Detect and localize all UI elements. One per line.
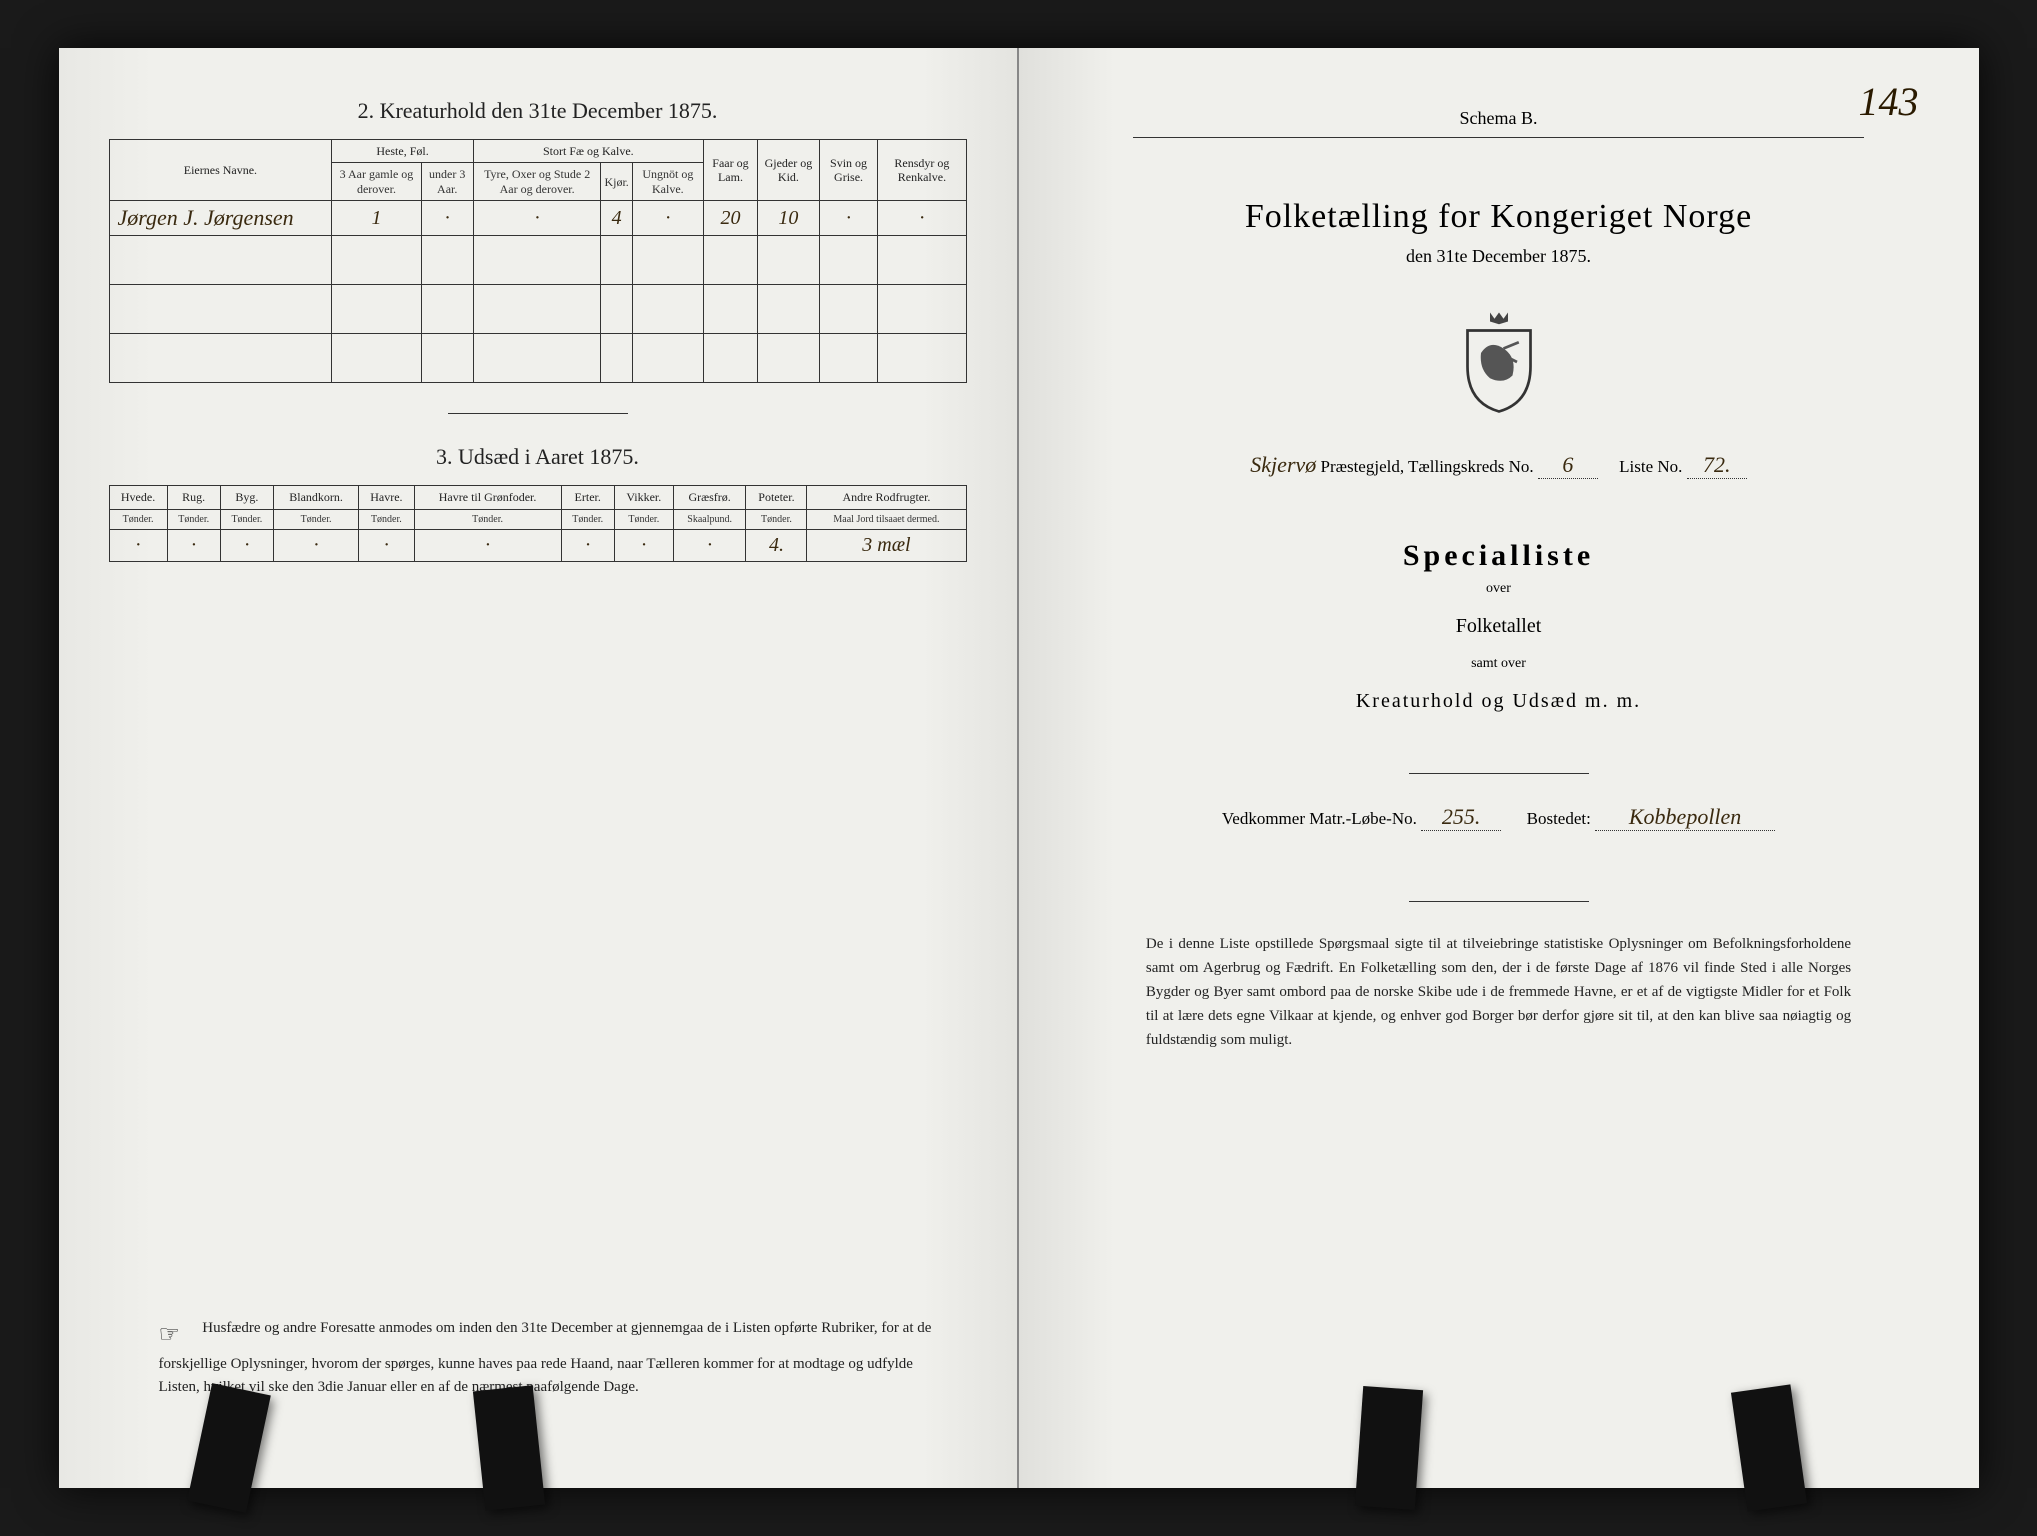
bottom-paragraph: De i denne Liste opstillede Spørgsmaal s… [1146, 932, 1851, 1052]
liste-label: Liste No. [1619, 457, 1682, 476]
cell: 4 [601, 201, 632, 236]
col-goat: Gjeder og Kid. [758, 140, 820, 201]
col: Poteter. [746, 486, 807, 509]
cell: · [167, 529, 220, 561]
col: Erter. [561, 486, 614, 509]
scanned-book-spread: 2. Kreaturhold den 31te December 1875. E… [59, 48, 1979, 1488]
page-number: 143 [1859, 78, 1919, 125]
unit: Tønder. [561, 509, 614, 529]
binder-clip-icon [1354, 1386, 1422, 1510]
bosted-label: Bostedet: [1527, 809, 1591, 828]
col: Rug. [167, 486, 220, 509]
cell: · [414, 529, 561, 561]
col: Hvede. [109, 486, 167, 509]
cell: · [473, 201, 601, 236]
col-sheep: Faar og Lam. [703, 140, 757, 201]
col: Havre. [359, 486, 414, 509]
pointing-hand-icon: ☞ [159, 1317, 199, 1353]
section2-title: 2. Kreaturhold den 31te December 1875. [109, 98, 967, 124]
table-row: Jørgen J. Jørgensen 1 · · 4 · 20 10 · · [109, 201, 966, 236]
main-title: Folketælling for Kongeriget Norge [1069, 198, 1929, 236]
sub-c3: Ungnöt og Kalve. [632, 163, 703, 201]
samt-label: samt over [1069, 656, 1929, 672]
col: Andre Rodfrugter. [807, 486, 966, 509]
sub-h1: 3 Aar gamle og derover. [332, 163, 421, 201]
cell: · [819, 201, 878, 236]
col: Vikker. [614, 486, 673, 509]
owner-name: Jørgen J. Jørgensen [109, 201, 332, 236]
cell: · [359, 529, 414, 561]
cell: · [878, 201, 966, 236]
unit: Tønder. [359, 509, 414, 529]
cell: · [273, 529, 358, 561]
schema-label: Schema B. [1133, 108, 1864, 138]
section3-title: 3. Udsæd i Aaret 1875. [109, 444, 967, 470]
matr-label: Vedkommer Matr.-Løbe-No. [1222, 809, 1417, 828]
footnote-block: ☞ Husfædre og andre Foresatte anmodes om… [159, 1317, 957, 1398]
matr-line: Vedkommer Matr.-Løbe-No. 255. Bostedet: … [1069, 804, 1929, 831]
col: Blandkorn. [273, 486, 358, 509]
right-page: 143 Schema B. Folketælling for Kongerige… [1019, 48, 1979, 1488]
cell: · [109, 529, 167, 561]
col-group-cattle: Stort Fæ og Kalve. [473, 140, 703, 163]
kreatur-label: Kreaturhold og Udsæd m. m. [1069, 690, 1929, 713]
col: Græsfrø. [673, 486, 746, 509]
cell: · [421, 201, 473, 236]
sub-c2: Kjør. [601, 163, 632, 201]
col-group-horse: Heste, Føl. [332, 140, 474, 163]
over-label: over [1069, 581, 1929, 597]
col-rein: Rensdyr og Renkalve. [878, 140, 966, 201]
section-divider [1409, 773, 1589, 774]
unit: Skaalpund. [673, 509, 746, 529]
sub-date: den 31te December 1875. [1069, 246, 1929, 267]
unit: Tønder. [109, 509, 167, 529]
unit: Tønder. [414, 509, 561, 529]
kreds-no: 6 [1538, 452, 1598, 479]
section-divider [1409, 901, 1589, 902]
seed-table: Hvede. Rug. Byg. Blandkorn. Havre. Havre… [109, 485, 967, 561]
unit: Tønder. [273, 509, 358, 529]
section-divider [448, 413, 628, 414]
table-row [109, 236, 966, 285]
table-row: · · · · · · · · · 4. 3 mæl [109, 529, 966, 561]
cell: 4. [746, 529, 807, 561]
cell: · [673, 529, 746, 561]
folketallet-label: Folketallet [1069, 615, 1929, 638]
cell: 20 [703, 201, 757, 236]
parish-label: Præstegjeld, Tællingskreds No. [1321, 457, 1534, 476]
matr-no: 255. [1421, 804, 1501, 831]
footnote-text: Husfædre og andre Foresatte anmodes om i… [159, 1320, 932, 1395]
cell: · [561, 529, 614, 561]
section3-title-text: 3. Udsæd i Aaret 1875. [436, 444, 639, 469]
parish-name: Skjervø [1250, 452, 1316, 477]
unit: Tønder. [220, 509, 273, 529]
cell: 3 mæl [807, 529, 966, 561]
unit: Tønder. [614, 509, 673, 529]
cell: · [632, 201, 703, 236]
section2-title-text: 2. Kreaturhold den 31te December 1875. [358, 98, 718, 123]
binder-clip-icon [472, 1385, 544, 1511]
sub-c1: Tyre, Oxer og Stude 2 Aar og derover. [473, 163, 601, 201]
unit: Maal Jord tilsaaet dermed. [807, 509, 966, 529]
specialliste-title: Specialliste [1069, 539, 1929, 573]
cell: 1 [332, 201, 421, 236]
unit: Tønder. [746, 509, 807, 529]
sub-h2: under 3 Aar. [421, 163, 473, 201]
cell: · [220, 529, 273, 561]
bosted-value: Kobbepollen [1595, 804, 1775, 831]
col-owner: Eiernes Navne. [109, 140, 332, 201]
cell: 10 [758, 201, 820, 236]
col-pig: Svin og Grise. [819, 140, 878, 201]
liste-no: 72. [1687, 452, 1747, 479]
cell: · [614, 529, 673, 561]
col: Byg. [220, 486, 273, 509]
left-page: 2. Kreaturhold den 31te December 1875. E… [59, 48, 1019, 1488]
livestock-table: Eiernes Navne. Heste, Føl. Stort Fæ og K… [109, 139, 967, 383]
parish-line: Skjervø Præstegjeld, Tællingskreds No. 6… [1069, 452, 1929, 479]
unit: Tønder. [167, 509, 220, 529]
table-row [109, 285, 966, 334]
col: Havre til Grønfoder. [414, 486, 561, 509]
coat-of-arms-icon [1069, 307, 1929, 422]
table-row [109, 334, 966, 383]
